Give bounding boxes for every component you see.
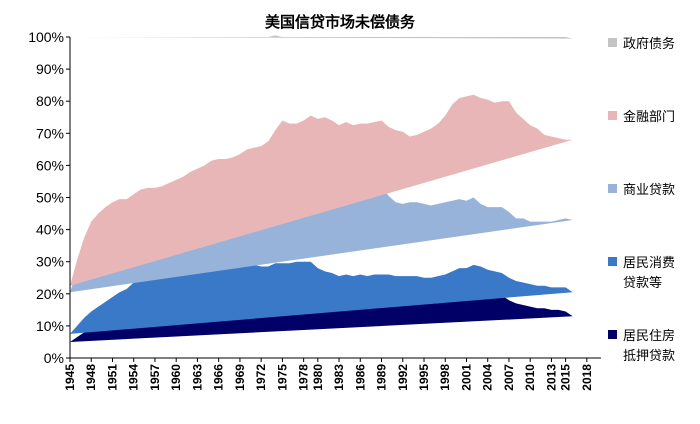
x-tick-label: 2010	[523, 364, 537, 391]
x-tick-label: 2001	[459, 364, 473, 391]
x-tick-label: 1960	[169, 364, 183, 391]
series-5-legend-swatch	[608, 38, 617, 47]
x-tick-label: 1980	[311, 364, 325, 391]
series-4-legend-label: 金融部门	[623, 109, 675, 125]
x-tick-label: 2013	[544, 364, 558, 391]
x-axis-ticks: 1945 1948 1951 1954 1957 1960 1963 1966 1969 1972…	[63, 358, 594, 391]
x-tick-label: 1957	[148, 364, 162, 391]
x-tick-label: 1989	[375, 364, 389, 391]
series-2-legend-label: 贷款等	[623, 275, 662, 291]
y-tick-label: 80%	[36, 93, 64, 109]
x-tick-label: 1992	[396, 364, 410, 391]
x-tick-label: 1969	[233, 364, 247, 391]
y-tick-label: 70%	[36, 125, 64, 141]
series-1-legend-label: 居民住房	[623, 328, 675, 344]
series-5-legend-label: 政府债务	[623, 36, 675, 52]
y-axis-ticks: 0% 10% 20% 30% 40% 50% 60% 70% 80% 90% 100%	[28, 29, 70, 366]
y-tick-label: 0%	[44, 350, 64, 366]
y-tick-label: 10%	[36, 318, 64, 334]
x-tick-label: 1954	[127, 364, 141, 391]
x-tick-label: 1951	[105, 364, 119, 391]
y-tick-label: 90%	[36, 61, 64, 77]
x-tick-label: 1983	[332, 364, 346, 391]
x-tick-label: 2015	[559, 364, 573, 391]
y-tick-label: 40%	[36, 222, 64, 238]
x-tick-label: 1975	[275, 364, 289, 391]
y-tick-label: 60%	[36, 157, 64, 173]
x-tick-label: 2004	[481, 364, 495, 391]
x-tick-label: 1986	[353, 364, 367, 391]
x-tick-label: 2018	[580, 364, 594, 391]
x-tick-label: 1978	[297, 364, 311, 391]
x-tick-label: 1995	[417, 364, 431, 391]
chart-title: 美国信贷市场未偿债务	[265, 13, 416, 31]
series-1-legend-label: 抵押贷款	[623, 349, 675, 364]
series-2-legend-label: 居民消费	[623, 256, 675, 271]
series-5-area	[70, 35, 573, 39]
series-3-legend-label: 商业贷款	[623, 183, 675, 198]
series-1-legend-swatch	[608, 330, 617, 339]
x-tick-label: 1945	[63, 364, 77, 391]
y-tick-label: 50%	[36, 190, 64, 206]
area-layers	[70, 35, 573, 342]
series-4-area	[70, 94, 573, 286]
series-4-legend-swatch	[608, 111, 617, 120]
y-tick-label: 20%	[36, 286, 64, 302]
x-tick-label: 1998	[438, 364, 452, 391]
y-tick-label: 30%	[36, 254, 64, 270]
x-tick-label: 2007	[502, 364, 516, 391]
x-tick-label: 1963	[190, 364, 204, 391]
series-2-area	[70, 258, 573, 334]
x-tick-label: 1948	[84, 364, 98, 391]
y-tick-label: 100%	[28, 29, 64, 45]
x-tick-label: 1972	[254, 364, 268, 391]
series-2-legend-swatch	[608, 257, 617, 266]
x-tick-label: 1966	[212, 364, 226, 391]
series-3-legend-swatch	[608, 184, 617, 193]
